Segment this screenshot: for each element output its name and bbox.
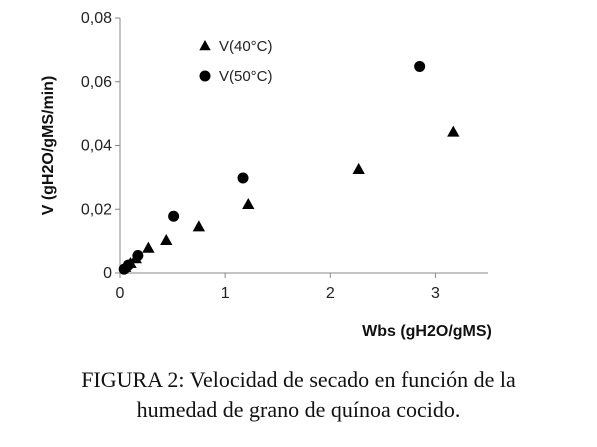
circle-point bbox=[132, 249, 144, 261]
legend-marker-triangle bbox=[199, 40, 211, 51]
triangle-point bbox=[242, 197, 255, 210]
caption-line-2: humedad de grano de quínoa cocido. bbox=[136, 397, 461, 422]
y-tick-label: 0 bbox=[103, 265, 112, 282]
x-tick-label: 3 bbox=[431, 285, 440, 302]
legend: V(40°C) V(50°C) bbox=[199, 38, 273, 85]
circle-point bbox=[237, 172, 249, 184]
x-tick-label: 1 bbox=[221, 285, 230, 302]
figure-caption: FIGURA 2: Velocidad de secado en función… bbox=[0, 365, 597, 425]
triangle-point bbox=[352, 162, 365, 174]
x-tick-label: 0 bbox=[116, 285, 125, 302]
y-tick-label: 0,04 bbox=[81, 138, 112, 155]
x-axis-title: Wbs (gH2O/gMS) bbox=[362, 323, 492, 340]
triangle-point bbox=[142, 241, 155, 253]
data-points bbox=[118, 60, 460, 275]
circle-point bbox=[414, 60, 426, 72]
triangle-point bbox=[160, 233, 173, 246]
caption-line-1: FIGURA 2: Velocidad de secado en función… bbox=[81, 367, 516, 392]
triangle-point bbox=[447, 125, 460, 137]
y-tick-label: 0,02 bbox=[81, 201, 112, 218]
legend-label: V(50°C) bbox=[219, 68, 273, 85]
circle-point bbox=[168, 210, 180, 222]
axes bbox=[115, 17, 488, 278]
scatter-chart: 0 0,02 0,04 0,06 0,08 0 1 2 3 V(40°C) V(50°C) Wbs… bbox=[40, 10, 492, 340]
legend-label: V(40°C) bbox=[219, 38, 273, 55]
legend-marker-circle bbox=[199, 70, 211, 82]
y-tick-label: 0,06 bbox=[81, 74, 112, 91]
x-tick-label: 2 bbox=[326, 285, 335, 302]
circle-point bbox=[122, 259, 134, 271]
y-tick-label: 0,08 bbox=[81, 10, 112, 27]
y-axis-title: V (gH2O/gMS/min) bbox=[40, 76, 57, 216]
triangle-point bbox=[192, 220, 206, 232]
tick-labels: 0 0,02 0,04 0,06 0,08 0 1 2 3 bbox=[81, 10, 440, 302]
